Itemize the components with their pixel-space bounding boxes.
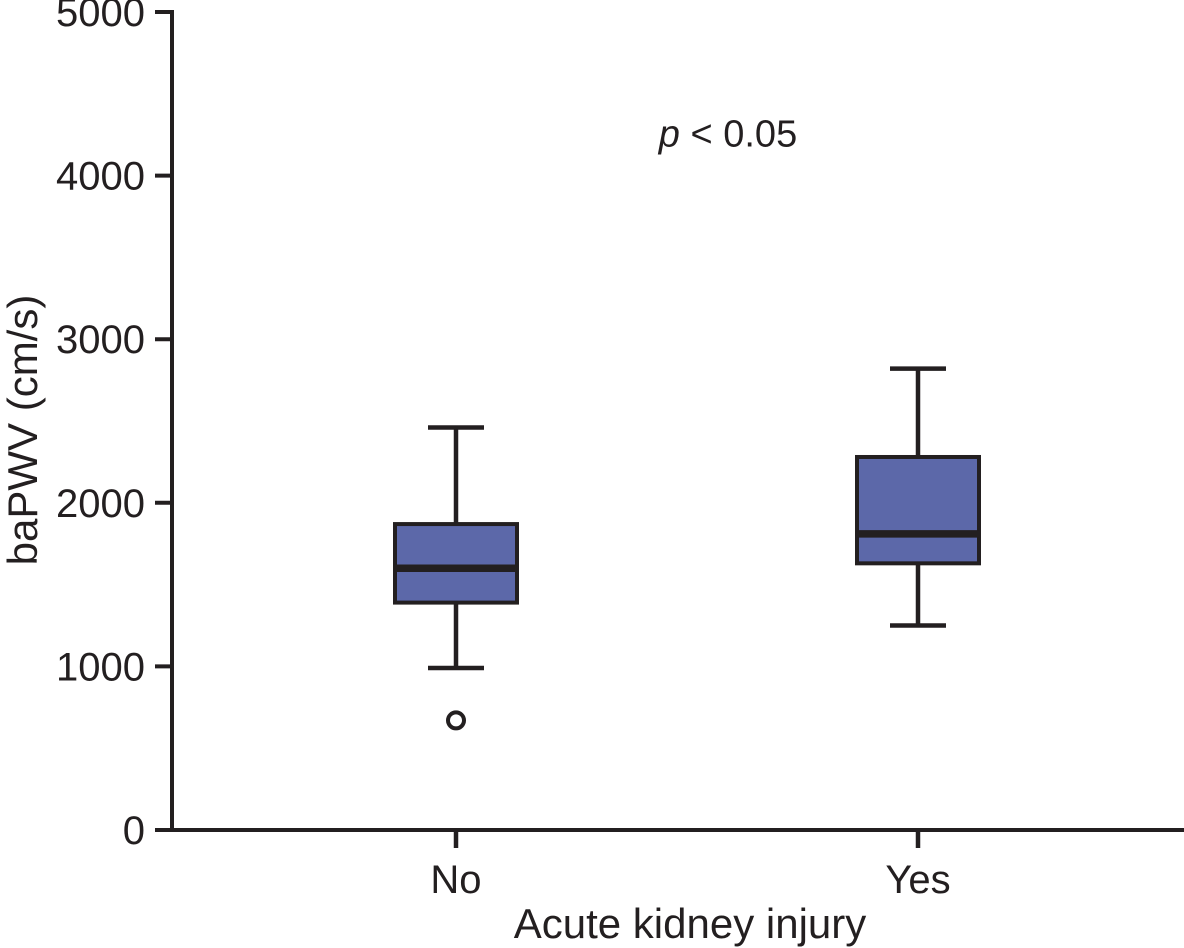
y-tick-label: 3000 bbox=[56, 318, 145, 362]
y-tick-label: 5000 bbox=[56, 0, 145, 35]
y-tick-label: 0 bbox=[123, 809, 145, 853]
outlier-point-no bbox=[446, 710, 466, 731]
p-symbol: p bbox=[658, 113, 680, 156]
box-no bbox=[393, 522, 519, 605]
y-axis-title: baPWV (cm/s) bbox=[0, 294, 46, 566]
category-label-yes: Yes bbox=[885, 858, 950, 902]
box-yes bbox=[855, 454, 981, 566]
y-tick-label: 1000 bbox=[56, 645, 145, 689]
y-tick-label: 4000 bbox=[56, 155, 145, 199]
x-axis-title: Acute kidney injury bbox=[513, 900, 867, 947]
p-value-annotation: p < 0.05 bbox=[659, 114, 797, 157]
p-value-text: < 0.05 bbox=[690, 113, 798, 156]
category-label-no: No bbox=[430, 858, 481, 902]
y-tick-label: 2000 bbox=[56, 482, 145, 526]
